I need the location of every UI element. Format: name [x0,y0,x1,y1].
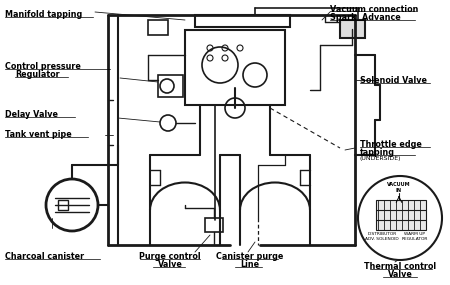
Text: ADV. SOLENOID: ADV. SOLENOID [365,237,399,241]
Bar [158,75,183,97]
Bar [148,20,168,35]
Text: Control pressure: Control pressure [5,62,81,71]
Bar [58,200,68,210]
Text: Valve: Valve [387,270,413,279]
Text: Purge control: Purge control [139,252,201,261]
Text: Vacuum connection: Vacuum connection [330,5,418,14]
Text: Tank vent pipe: Tank vent pipe [5,130,72,139]
Text: Manifold tapping: Manifold tapping [5,10,82,19]
Bar [185,30,285,105]
Text: Delay Valve: Delay Valve [5,110,58,119]
Text: Solenoid Valve: Solenoid Valve [360,76,427,85]
Text: Valve: Valve [158,260,182,269]
Text: Throttle edge: Throttle edge [360,140,422,149]
Text: Regulator: Regulator [15,70,59,79]
Text: (UNDERSIDE): (UNDERSIDE) [360,156,401,161]
Bar [340,20,365,38]
Bar [195,15,290,27]
Text: Thermal control: Thermal control [364,262,436,271]
Bar [376,200,426,230]
Text: Line: Line [240,260,260,269]
Text: tapping: tapping [360,148,395,157]
Text: REGULATOR: REGULATOR [402,237,428,241]
Bar [205,218,223,232]
Text: Spark  Advance: Spark Advance [330,13,401,22]
Text: Charcoal canister: Charcoal canister [5,252,84,261]
Text: DISTRIBUTOR: DISTRIBUTOR [367,232,396,236]
Text: WARM UP: WARM UP [405,232,426,236]
Text: Canister purge: Canister purge [216,252,284,261]
Text: VACUUM
IN: VACUUM IN [387,182,411,193]
